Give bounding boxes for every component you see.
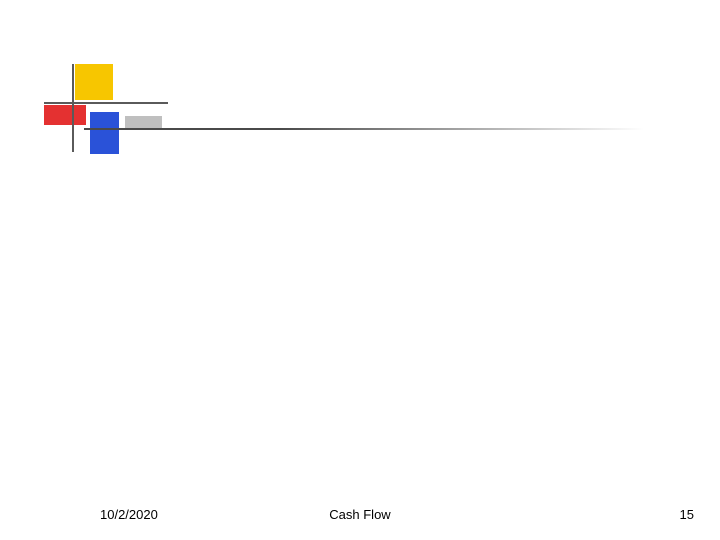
logo-block-blue	[90, 112, 119, 154]
logo-horizontal-line	[44, 102, 168, 104]
slide-footer: 10/2/2020 Cash Flow 15	[0, 502, 720, 522]
header-divider	[84, 128, 644, 130]
slide-logo	[44, 64, 170, 158]
slide: 10/2/2020 Cash Flow 15	[0, 0, 720, 540]
logo-block-yellow	[75, 64, 113, 100]
footer-title: Cash Flow	[0, 507, 720, 522]
footer-page-number: 15	[680, 507, 694, 522]
logo-vertical-line	[72, 64, 74, 152]
logo-block-red	[44, 105, 86, 125]
logo-block-grey	[125, 116, 162, 128]
